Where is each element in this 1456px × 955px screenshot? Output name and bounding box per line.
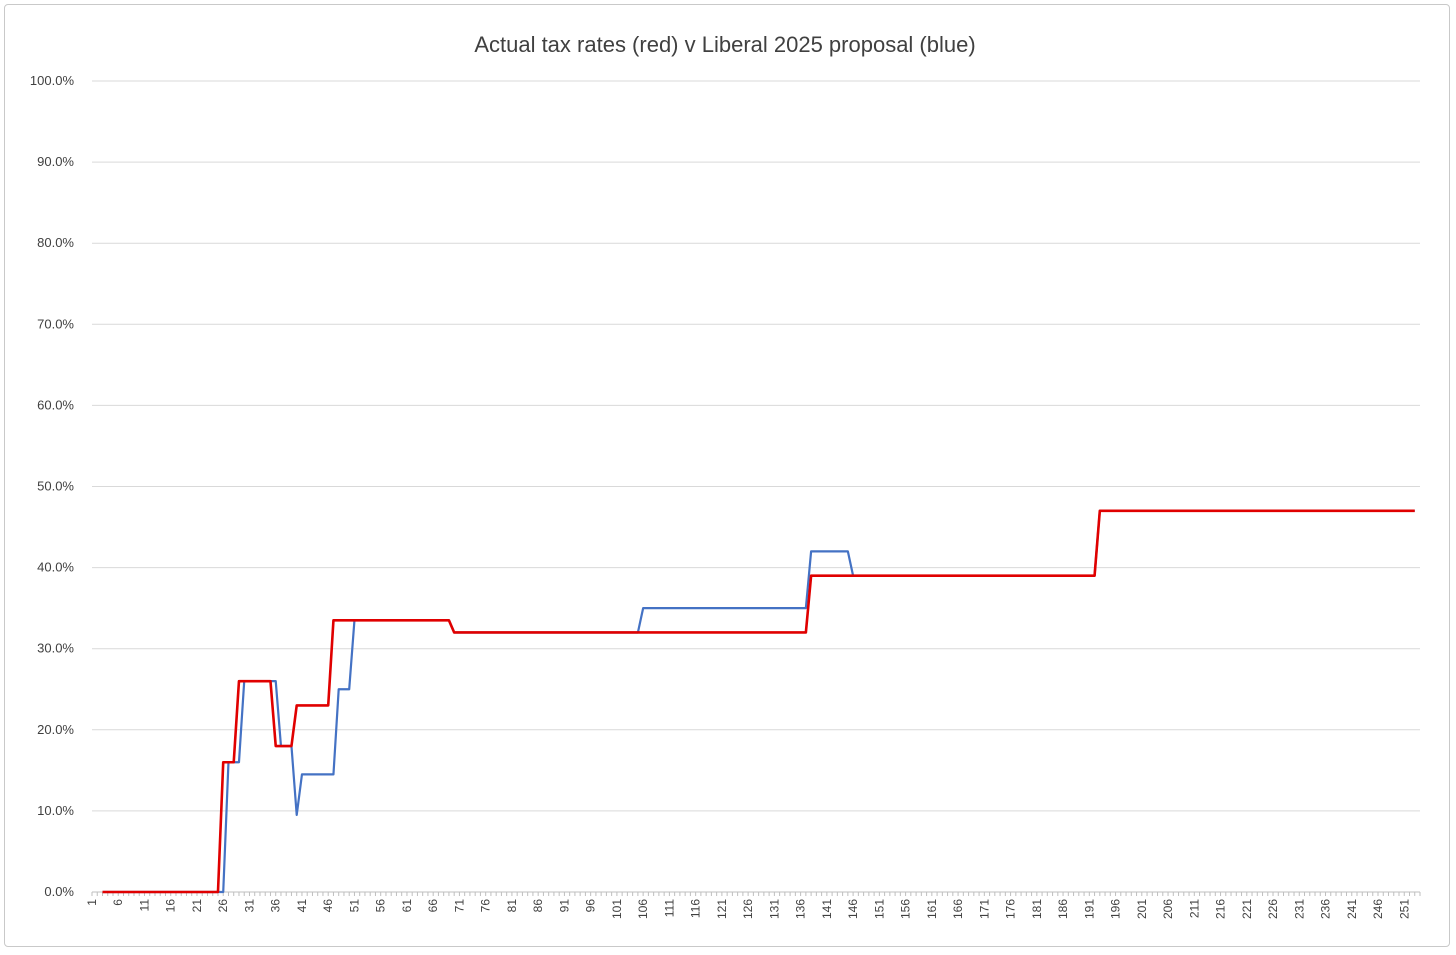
x-tick-label: 81: [505, 899, 519, 913]
x-tick-label: 176: [1004, 899, 1018, 919]
x-tick-label: 1: [85, 899, 99, 906]
x-tick-label: 46: [321, 899, 335, 913]
x-tick-label: 96: [584, 899, 598, 913]
x-tick-label: 161: [925, 899, 939, 919]
gridlines: [91, 80, 1421, 896]
x-tick-label: 16: [164, 899, 178, 913]
x-tick-label: 26: [216, 899, 230, 913]
x-tick-label: 61: [400, 899, 414, 913]
x-tick-label: 51: [347, 899, 361, 913]
x-tick-label: 106: [636, 899, 650, 919]
x-tick-label: 136: [794, 899, 808, 919]
x-tick-label: 151: [872, 899, 886, 919]
x-tick-label: 131: [767, 899, 781, 919]
chart-title: Actual tax rates (red) v Liberal 2025 pr…: [474, 32, 975, 57]
x-tick-label: 91: [557, 899, 571, 913]
chart-frame: [4, 4, 1450, 947]
y-tick-label: 80.0%: [37, 235, 74, 250]
x-tick-label: 226: [1266, 899, 1280, 919]
x-tick-label: 181: [1030, 899, 1044, 919]
x-tick-label: 236: [1319, 899, 1333, 919]
y-tick-label: 50.0%: [37, 479, 74, 494]
x-tick-label: 6: [111, 899, 125, 906]
x-tick-label: 166: [951, 899, 965, 919]
x-tick-label: 101: [610, 899, 624, 919]
x-tick-label: 11: [137, 899, 151, 912]
x-tick-label: 221: [1240, 899, 1254, 919]
x-tick-label: 196: [1109, 899, 1123, 919]
y-tick-label: 30.0%: [37, 641, 74, 656]
x-tick-label: 171: [977, 899, 991, 919]
x-tick-label: 126: [741, 899, 755, 919]
x-tick-label: 241: [1345, 899, 1359, 919]
x-tick-label: 191: [1082, 899, 1096, 919]
x-tick-label: 71: [452, 899, 466, 913]
y-tick-label: 60.0%: [37, 397, 74, 412]
y-tick-label: 90.0%: [37, 154, 74, 169]
x-tick-label: 141: [820, 899, 834, 919]
x-tick-label: 31: [242, 899, 256, 913]
y-axis-ticks: 0.0% 10.0% 20.0% 30.0% 40.0% 50.0% 60.0% 70.0% 8…: [30, 73, 75, 899]
x-tick-label: 21: [190, 899, 204, 913]
x-tick-label: 211: [1187, 899, 1201, 918]
x-tick-label: 121: [715, 899, 729, 919]
x-tick-label: 36: [269, 899, 283, 913]
y-tick-label: 20.0%: [37, 722, 74, 737]
x-tick-label: 146: [846, 899, 860, 919]
y-tick-label: 0.0%: [44, 884, 74, 899]
x-tick-label: 156: [899, 899, 913, 919]
x-tick-label: 41: [295, 899, 309, 913]
x-tick-label: 186: [1056, 899, 1070, 919]
x-tick-label: 246: [1371, 899, 1385, 919]
x-tick-label: 216: [1214, 899, 1228, 919]
x-tick-label: 56: [374, 899, 388, 913]
series-line-red: [102, 509, 1415, 894]
x-tick-label: 206: [1161, 899, 1175, 919]
y-tick-label: 10.0%: [37, 803, 74, 818]
x-axis-ticks: 1 6 11 16 21 26 31 36 41 46 51 56 61 66 71 76 81 86 91 96 10…: [85, 899, 1411, 919]
series-lines: [102, 509, 1415, 894]
x-tick-label: 86: [531, 899, 545, 913]
x-tick-label: 66: [426, 899, 440, 913]
y-tick-label: 40.0%: [37, 560, 74, 575]
x-tick-label: 116: [689, 899, 703, 918]
x-tick-label: 201: [1135, 899, 1149, 919]
x-tick-label: 251: [1397, 899, 1411, 919]
y-tick-label: 70.0%: [37, 316, 74, 331]
x-tick-label: 76: [479, 899, 493, 913]
y-tick-label: 100.0%: [30, 73, 75, 88]
x-tick-label: 111: [662, 899, 676, 918]
x-tick-label: 231: [1292, 899, 1306, 919]
